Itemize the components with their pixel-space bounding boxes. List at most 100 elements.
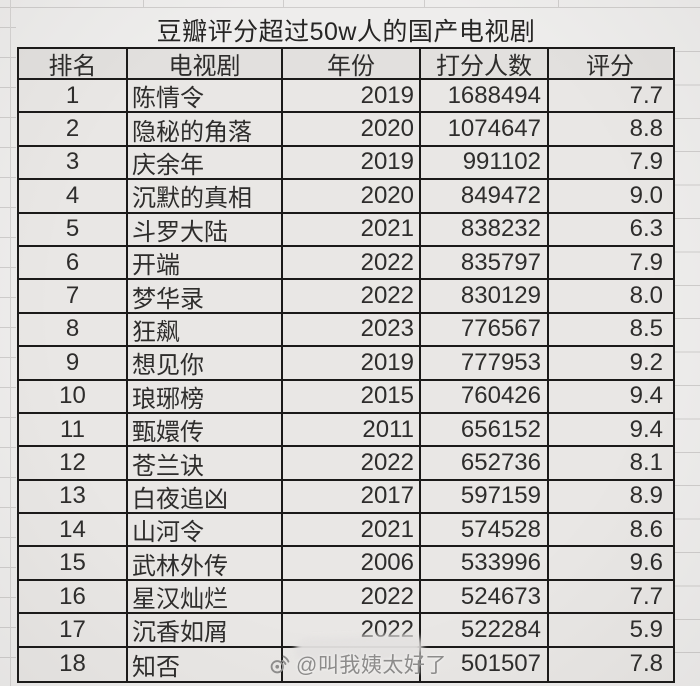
- table-row: 4 沉默的真相 2020 849472 9.0: [19, 180, 673, 214]
- cell-rank: 8: [19, 313, 128, 346]
- cell-score: 8.0: [549, 280, 671, 312]
- cell-rank: 16: [19, 580, 128, 613]
- cell-rank: 12: [19, 447, 128, 479]
- cell-score: 7.7: [549, 580, 671, 613]
- table-row: 10 琅琊榜 2015 760426 9.4: [19, 380, 673, 414]
- cell-drama: 想见你: [128, 347, 283, 379]
- gridline-strip-right: [674, 51, 700, 684]
- cell-score: 7.9: [549, 246, 671, 279]
- cell-raters: 838232: [421, 213, 549, 245]
- cell-rank: 15: [19, 547, 128, 579]
- cell-year: 2023: [283, 313, 421, 346]
- table-row: 12 苍兰诀 2022 652736 8.1: [19, 447, 673, 481]
- table-row: 5 斗罗大陆 2021 838232 6.3: [19, 213, 673, 247]
- cell-drama: 甄嬛传: [128, 413, 283, 446]
- cell-drama: 庆余年: [128, 146, 283, 179]
- cell-score: 9.4: [549, 413, 671, 446]
- cell-raters: 1074647: [421, 113, 549, 145]
- drama-ratings-table: 排名 电视剧 年份 打分人数 评分 1 陈情令 2019 1688494 7.7 2 隐秘…: [17, 47, 675, 683]
- cell-drama: 梦华录: [128, 280, 283, 312]
- cell-score: 9.0: [549, 180, 671, 212]
- table-row: 3 庆余年 2019 991102 7.9: [19, 146, 673, 181]
- cell-drama: 开端: [128, 246, 283, 279]
- table-row: 8 狂飙 2023 776567 8.5: [19, 313, 673, 348]
- gridline-tick: [558, 0, 559, 7]
- table-row: 13 白夜追凶 2017 597159 8.9: [19, 480, 673, 515]
- watermark: @叫我姨太好了: [269, 651, 447, 677]
- cell-year: 2022: [283, 280, 421, 312]
- weibo-logo-icon: [269, 653, 291, 675]
- header-score: 评分: [549, 49, 671, 78]
- cell-raters: 501507: [421, 647, 549, 682]
- cell-drama: 隐秘的角落: [128, 113, 283, 145]
- cell-year: 2015: [283, 380, 421, 412]
- cell-score: 8.1: [549, 447, 671, 479]
- cell-raters: 533996: [421, 547, 549, 579]
- cell-raters: 830129: [421, 280, 549, 312]
- cell-raters: 656152: [421, 413, 549, 446]
- cell-year: 2021: [283, 213, 421, 245]
- gridline-tick: [424, 0, 425, 7]
- cell-drama: 沉默的真相: [128, 180, 283, 212]
- table-row: 2 隐秘的角落 2020 1074647 8.8: [19, 113, 673, 147]
- cell-drama: 沉香如屑: [128, 614, 283, 646]
- cell-drama: 苍兰诀: [128, 447, 283, 479]
- gridline-top: [0, 7, 700, 8]
- cell-score: 7.9: [549, 146, 671, 179]
- cell-drama: 陈情令: [128, 80, 283, 112]
- cell-rank: 13: [19, 480, 128, 513]
- cell-rank: 4: [19, 180, 128, 212]
- cell-raters: 849472: [421, 180, 549, 212]
- table-row: 1 陈情令 2019 1688494 7.7: [19, 80, 673, 114]
- cell-score: 8.5: [549, 313, 671, 346]
- cell-year: 2011: [283, 413, 421, 446]
- table-row: 7 梦华录 2022 830129 8.0: [19, 280, 673, 314]
- cell-score: 7.7: [549, 80, 671, 112]
- cell-rank: 9: [19, 347, 128, 379]
- cell-score: 6.3: [549, 213, 671, 245]
- cell-raters: 652736: [421, 447, 549, 479]
- cell-rank: 3: [19, 146, 128, 179]
- cell-year: 2006: [283, 547, 421, 579]
- table-title: 豆瓣评分超过50w人的国产电视剧: [156, 18, 536, 46]
- gridline-left-vertical: [10, 0, 11, 686]
- cell-score: 9.4: [549, 380, 671, 412]
- cell-year: 2017: [283, 480, 421, 513]
- cell-year: 2019: [283, 80, 421, 112]
- cell-rank: 11: [19, 413, 128, 446]
- table-row: 16 星汉灿烂 2022 524673 7.7: [19, 580, 673, 615]
- cell-raters: 574528: [421, 514, 549, 546]
- cell-rank: 14: [19, 514, 128, 546]
- cell-score: 9.6: [549, 547, 671, 579]
- table-row: 11 甄嬛传 2011 656152 9.4: [19, 413, 673, 448]
- cell-raters: 776567: [421, 313, 549, 346]
- table-row: 9 想见你 2019 777953 9.2: [19, 347, 673, 381]
- cell-drama: 山河令: [128, 514, 283, 546]
- cell-score: 5.9: [549, 614, 671, 646]
- cell-year: 2021: [283, 514, 421, 546]
- cell-drama: 狂飙: [128, 313, 283, 346]
- header-raters: 打分人数: [421, 49, 549, 78]
- table-header-row: 排名 电视剧 年份 打分人数 评分: [19, 49, 673, 80]
- cell-drama: 星汉灿烂: [128, 580, 283, 613]
- watermark-text: @叫我姨太好了: [296, 654, 447, 677]
- cell-rank: 1: [19, 80, 128, 112]
- cell-rank: 18: [19, 647, 128, 682]
- table-row: 6 开端 2022 835797 7.9: [19, 246, 673, 281]
- cell-drama: 武林外传: [128, 547, 283, 579]
- cell-year: 2019: [283, 146, 421, 179]
- header-year: 年份: [283, 49, 421, 78]
- cell-year: 2020: [283, 113, 421, 145]
- cell-raters: 760426: [421, 380, 549, 412]
- cell-drama: 斗罗大陆: [128, 213, 283, 245]
- cell-rank: 2: [19, 113, 128, 145]
- cell-rank: 5: [19, 213, 128, 245]
- cell-drama: 白夜追凶: [128, 480, 283, 513]
- cell-score: 8.9: [549, 480, 671, 513]
- cell-raters: 522284: [421, 614, 549, 646]
- cell-rank: 17: [19, 614, 128, 646]
- cell-rank: 10: [19, 380, 128, 412]
- cell-score: 8.6: [549, 514, 671, 546]
- cell-year: 2022: [283, 246, 421, 279]
